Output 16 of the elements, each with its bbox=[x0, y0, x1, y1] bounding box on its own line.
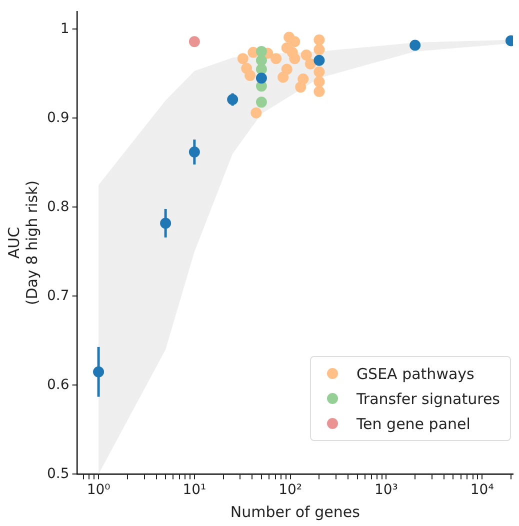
legend-label: Transfer signatures bbox=[356, 390, 500, 408]
x-tick-label: 10¹ bbox=[182, 482, 206, 498]
y-tick-label: 0.8 bbox=[47, 198, 70, 215]
y-tick-label: 0.5 bbox=[47, 466, 70, 482]
y-axis-title: AUC (Day 8 high risk) bbox=[4, 180, 41, 306]
x-axis-title: Number of genes bbox=[230, 502, 360, 521]
legend-label: GSEA pathways bbox=[356, 364, 474, 382]
x-tick-label: 10² bbox=[278, 482, 302, 498]
y-tick-label: 0.9 bbox=[47, 110, 70, 126]
y-tick-label: 0.6 bbox=[47, 376, 70, 393]
legend-label: Ten gene panel bbox=[356, 414, 470, 432]
x-tick-label: 10⁴ bbox=[470, 482, 494, 498]
y-tick-label: 0.7 bbox=[47, 288, 70, 304]
y-tick-label: 1 bbox=[60, 20, 70, 37]
x-tick-label: 10³ bbox=[374, 482, 398, 498]
x-tick-label: 10⁰ bbox=[86, 482, 111, 498]
